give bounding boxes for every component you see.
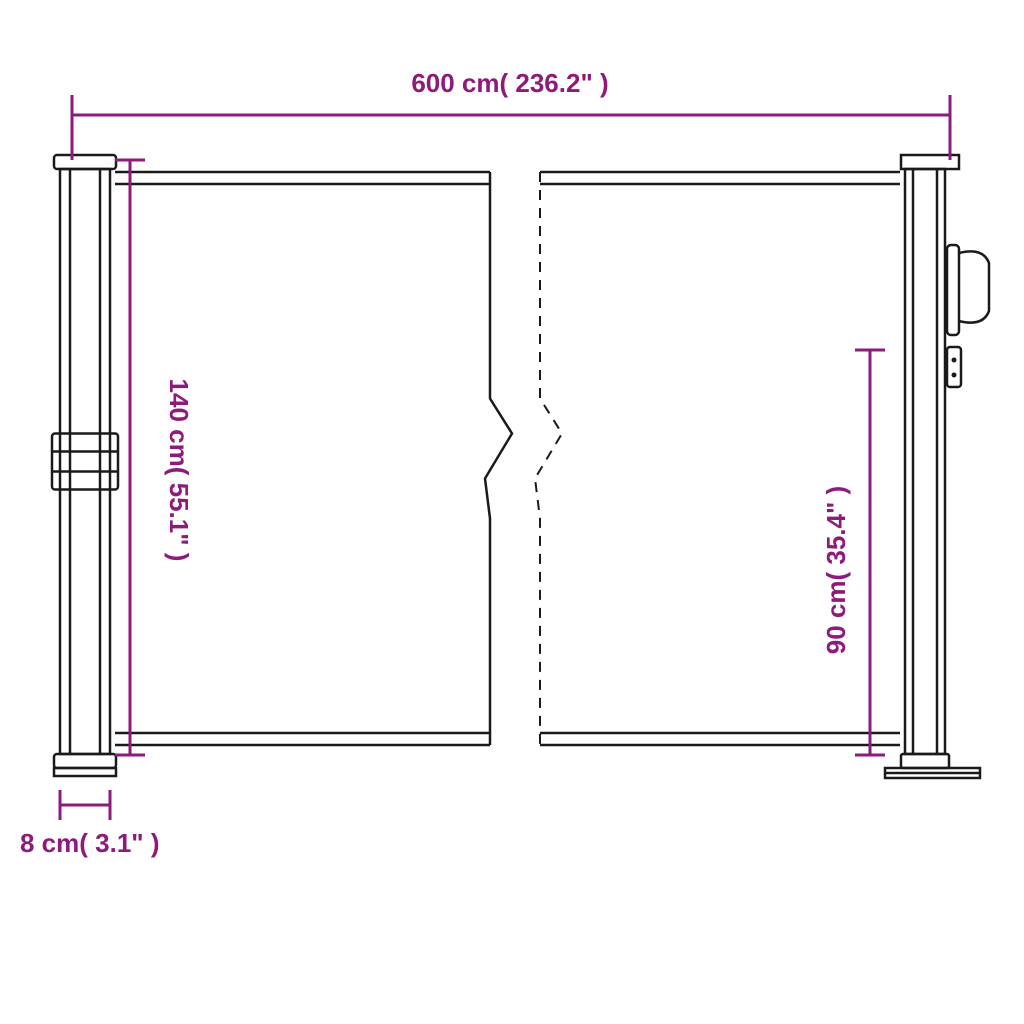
dim-width-label: 600 cm( 236.2" ) [411,68,608,98]
dimension-markers: 600 cm( 236.2" ) 140 cm( 55.1" ) 90 cm( 35… [20,68,950,858]
dimension-diagram: 600 cm( 236.2" ) 140 cm( 55.1" ) 90 cm( 35… [0,0,1024,1024]
dim-depth-label: 8 cm( 3.1" ) [20,828,160,858]
dim-pole-label: 90 cm( 35.4" ) [821,486,851,654]
dim-height-label: 140 cm( 55.1" ) [164,379,194,562]
handle [947,245,959,335]
